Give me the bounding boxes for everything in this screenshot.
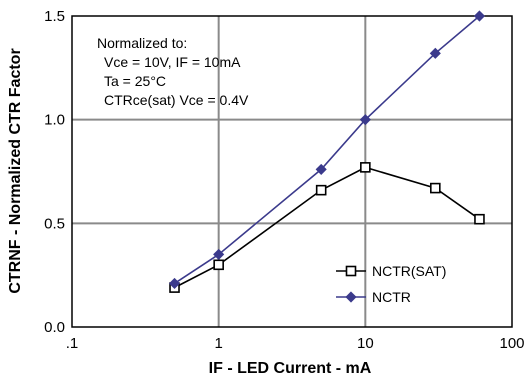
series-layer (168, 10, 486, 293)
y-tick-label: 0.0 (44, 319, 65, 336)
square-marker (360, 162, 371, 173)
legend-item: NCTR (336, 289, 411, 305)
note-line-3: Ta = 25°C (104, 73, 166, 89)
square-marker (474, 213, 485, 225)
square-marker (345, 265, 357, 277)
legend: NCTR(SAT) NCTR (336, 263, 446, 305)
x-axis-title: IF - LED Current - mA (209, 360, 372, 377)
y-tick-label: 0.5 (44, 215, 65, 232)
diamond-marker (345, 291, 357, 303)
grid-lines (72, 16, 512, 327)
legend-label: NCTR(SAT) (372, 263, 446, 279)
legend-item: NCTR(SAT) (336, 263, 446, 279)
note-line-1: Normalized to: (97, 35, 187, 51)
y-tick-label: 1.0 (44, 112, 65, 129)
diamond-marker (429, 47, 441, 59)
y-tick-label: 1.5 (44, 8, 65, 25)
square-marker (213, 259, 224, 271)
diamond-marker (168, 277, 181, 290)
note-line-2: Vce = 10V, IF = 10mA (104, 54, 241, 70)
x-tick-label: 100 (499, 335, 524, 352)
square-marker (430, 182, 441, 194)
series-nctr-sat- (169, 162, 485, 293)
series-nctr (168, 10, 486, 290)
series-line (174, 15, 480, 285)
legend-label: NCTR (372, 289, 411, 305)
diamond-marker (315, 163, 327, 175)
x-tick-label: 10 (357, 335, 374, 352)
note-line-4: CTRce(sat) Vce = 0.4V (104, 92, 249, 108)
square-marker (315, 184, 327, 196)
series-line (174, 166, 480, 289)
diamond-marker (213, 248, 225, 260)
x-tick-label: 1 (214, 335, 222, 352)
plot-frame (71, 15, 513, 328)
diamond-marker (473, 10, 486, 22)
tick-labels: .1 1 10 100 0.0 0.5 1.0 1.5 (44, 8, 524, 352)
normalization-note: Normalized to: Vce = 10V, IF = 10mA Ta =… (97, 35, 249, 108)
x-tick-label: .1 (66, 335, 79, 352)
diamond-marker (359, 114, 371, 126)
y-axis-title: CTRNF - Normalized CTR Factor (7, 48, 24, 293)
